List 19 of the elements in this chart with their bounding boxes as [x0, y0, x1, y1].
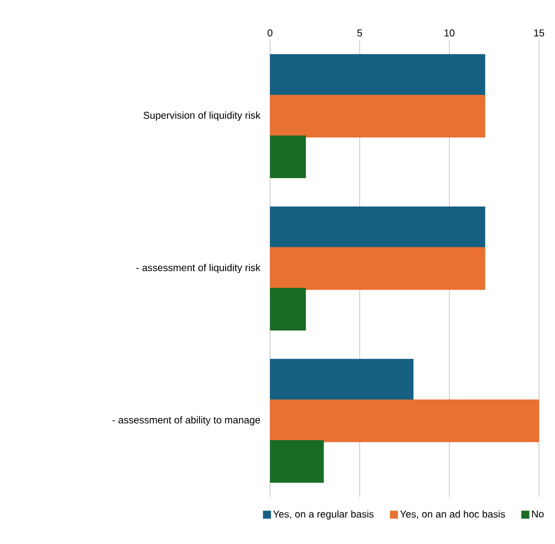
- bar: [270, 94, 486, 138]
- x-tick-label: 0: [268, 29, 272, 36]
- x-tick-label: 10: [444, 29, 454, 36]
- bar: [270, 288, 306, 330]
- y-tick-label: Supervision of liquidity risk: [144, 112, 260, 121]
- legend-label: No: [532, 510, 544, 518]
- legend-label: Yes, on a regular basis: [273, 510, 374, 520]
- y-tick-label: - assessment of liquidity risk: [136, 264, 260, 274]
- bar: [270, 54, 486, 97]
- bar: [270, 399, 540, 442]
- bar: [270, 440, 324, 483]
- bar: [270, 358, 414, 402]
- bar: [270, 206, 486, 250]
- y-tick-label: - assessment of ability to manage: [112, 416, 260, 426]
- bar: [270, 135, 306, 178]
- x-tick-label: 5: [357, 30, 362, 36]
- bar: [270, 247, 486, 290]
- legend-label: Yes, on an ad hoc basis: [400, 510, 505, 519]
- x-tick-label: 15: [534, 30, 544, 36]
